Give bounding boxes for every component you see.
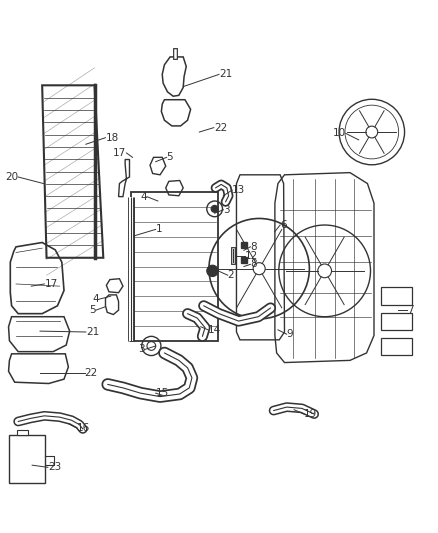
Text: 20: 20	[5, 172, 18, 182]
Text: 21: 21	[86, 327, 99, 337]
Circle shape	[211, 205, 218, 212]
Text: 3: 3	[223, 205, 230, 215]
Text: 22: 22	[214, 123, 227, 133]
Text: 12: 12	[245, 251, 258, 261]
Text: 4: 4	[140, 192, 147, 201]
Text: 17: 17	[44, 279, 58, 289]
Text: 18: 18	[106, 133, 119, 143]
Text: 22: 22	[85, 368, 98, 378]
Bar	[381, 287, 412, 305]
Text: 13: 13	[232, 185, 245, 195]
Text: 14: 14	[208, 325, 221, 335]
Text: 23: 23	[48, 462, 61, 472]
Text: 19: 19	[304, 409, 318, 419]
Text: 5: 5	[166, 152, 173, 163]
Text: 15: 15	[155, 388, 169, 398]
Text: 8: 8	[251, 260, 257, 269]
Text: 7: 7	[407, 305, 413, 315]
Text: 2: 2	[228, 270, 234, 280]
Text: 3: 3	[138, 344, 145, 354]
Bar	[17, 430, 28, 435]
Text: 5: 5	[89, 305, 96, 315]
Text: 6: 6	[280, 220, 287, 230]
Bar	[381, 313, 412, 330]
Bar	[10, 435, 45, 482]
Text: 16: 16	[77, 423, 90, 433]
Text: 17: 17	[113, 148, 127, 158]
Circle shape	[207, 265, 218, 277]
Text: 9: 9	[287, 329, 293, 339]
Text: 1: 1	[155, 224, 162, 235]
Text: 8: 8	[251, 242, 257, 252]
Text: 4: 4	[92, 294, 99, 304]
Text: 21: 21	[219, 69, 232, 79]
Text: 10: 10	[332, 128, 346, 139]
Bar	[381, 338, 412, 355]
